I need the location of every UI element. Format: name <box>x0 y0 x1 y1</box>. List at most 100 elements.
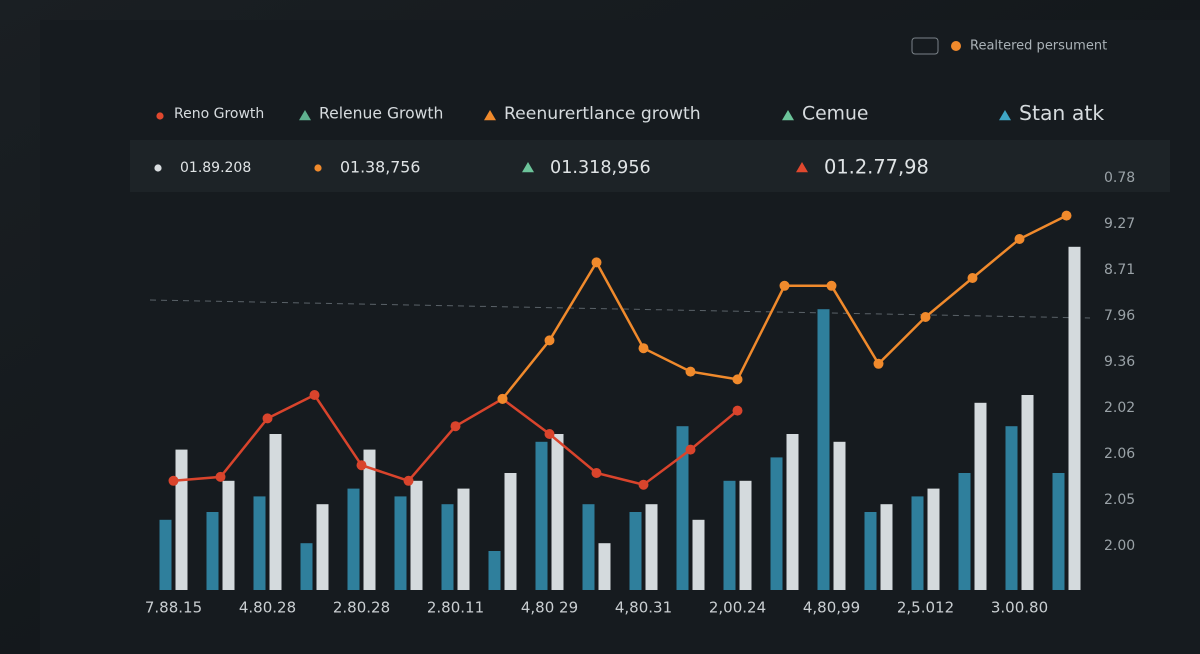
line-point <box>1014 234 1025 244</box>
bar <box>629 512 642 590</box>
right-axis-label: 7.96 <box>1104 308 1135 324</box>
legend-label: Cemue <box>802 104 868 125</box>
bar <box>1068 246 1081 591</box>
bar <box>457 488 470 590</box>
bar <box>974 402 987 590</box>
bar <box>817 309 830 590</box>
bar <box>222 480 235 590</box>
header-icon <box>911 37 939 55</box>
line-point <box>638 343 649 354</box>
bar <box>488 551 501 590</box>
line-point <box>685 366 696 377</box>
x-tick-label: 2.80.28 <box>333 599 390 617</box>
bar <box>1021 395 1034 590</box>
legend-marker <box>314 164 322 172</box>
x-tick-label: 4,80.31 <box>615 599 672 617</box>
line-point <box>591 468 602 478</box>
legend-marker <box>796 162 808 173</box>
line-point <box>967 273 978 283</box>
bar <box>739 480 752 590</box>
summary-bar <box>130 140 1170 192</box>
legend-label: Reenurertlance growth <box>504 104 701 124</box>
x-tick-label: 4,80 29 <box>521 599 578 617</box>
x-tick-label: 3.00.80 <box>991 599 1048 617</box>
bar <box>911 496 924 590</box>
right-axis-label: 2.06 <box>1104 446 1135 462</box>
bar <box>535 441 548 590</box>
legend-label: Reno Growth <box>174 106 264 122</box>
bar <box>347 488 360 590</box>
line-point <box>1061 210 1072 221</box>
bar <box>1005 426 1018 590</box>
legend-marker <box>484 110 496 121</box>
line-point <box>403 475 414 486</box>
line-point <box>450 421 461 432</box>
bar <box>723 480 736 590</box>
bar <box>253 496 266 590</box>
line-point <box>215 471 226 482</box>
bar <box>692 519 705 590</box>
line-point <box>779 280 790 291</box>
line-point <box>920 312 931 322</box>
bar <box>159 519 172 590</box>
bar <box>598 543 611 590</box>
bar <box>864 512 877 590</box>
right-axis-label: 9.36 <box>1104 354 1135 370</box>
right-axis-label: 0.78 <box>1104 170 1135 186</box>
line-point <box>638 479 649 490</box>
legend-marker <box>522 162 534 173</box>
bar <box>175 449 188 590</box>
line-point <box>732 405 743 416</box>
legend-marker <box>999 110 1011 121</box>
bar <box>300 543 313 590</box>
bar <box>786 434 799 590</box>
legend-marker <box>154 164 162 172</box>
bar <box>410 480 423 590</box>
line-point <box>544 429 555 439</box>
summary-value: 01.89.208 <box>180 160 251 176</box>
x-tick-label: 2.80.11 <box>427 599 484 617</box>
bar <box>363 449 376 590</box>
bar <box>551 434 564 590</box>
legend-marker <box>156 112 164 120</box>
summary-value: 01.2.77,98 <box>824 156 929 179</box>
summary-value: 01.318,956 <box>550 158 651 178</box>
bar <box>206 512 219 590</box>
line-point <box>309 390 320 400</box>
line-point <box>826 280 837 291</box>
line-point <box>685 444 696 455</box>
bar <box>394 496 407 590</box>
line-point <box>873 358 884 369</box>
x-tick-label: 2,5.012 <box>897 599 954 617</box>
line-point <box>591 257 602 268</box>
bar <box>504 473 517 590</box>
summary-value: 01.38,756 <box>340 158 420 177</box>
legend-marker <box>782 110 794 121</box>
right-axis-label: 2.05 <box>1104 492 1135 508</box>
line-point <box>497 393 508 404</box>
bar <box>582 504 595 590</box>
bar <box>927 488 940 590</box>
line-point <box>544 335 555 346</box>
legend-label: Relenue Growth <box>319 105 443 123</box>
line-point <box>262 413 273 424</box>
line-point <box>356 460 367 471</box>
right-axis-label: 8.71 <box>1104 262 1135 278</box>
bar <box>1052 473 1065 590</box>
x-tick-label: 7.88.15 <box>145 599 202 617</box>
bar <box>441 504 454 590</box>
bar <box>958 473 971 590</box>
x-tick-label: 4.80.28 <box>239 599 296 617</box>
line-point <box>732 374 743 385</box>
line-point <box>168 475 179 486</box>
bar <box>645 504 658 590</box>
bar <box>770 457 783 590</box>
bar <box>316 504 329 590</box>
legend-marker <box>299 110 311 121</box>
bar <box>676 426 689 590</box>
x-tick-label: 4,80,99 <box>803 599 860 617</box>
x-tick-label: 2,00.24 <box>709 599 766 617</box>
reference-line <box>149 299 1091 319</box>
right-axis-label: 2.02 <box>1104 400 1135 416</box>
legend-label: Stan atk <box>1019 101 1104 125</box>
